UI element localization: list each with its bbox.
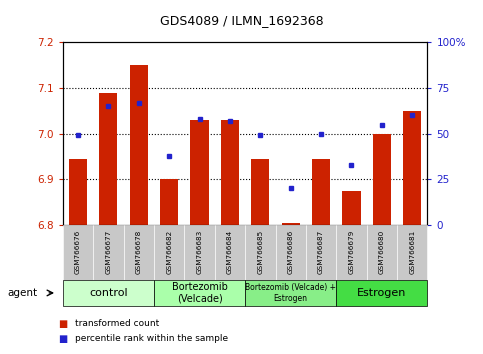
Text: Bortezomib
(Velcade): Bortezomib (Velcade) — [171, 282, 227, 304]
Text: GDS4089 / ILMN_1692368: GDS4089 / ILMN_1692368 — [160, 14, 323, 27]
Text: GSM766681: GSM766681 — [409, 230, 415, 274]
Text: Bortezomib (Velcade) +
Estrogen: Bortezomib (Velcade) + Estrogen — [245, 283, 336, 303]
Text: GSM766683: GSM766683 — [197, 230, 202, 274]
Text: GSM766684: GSM766684 — [227, 230, 233, 274]
Bar — [190, 120, 209, 225]
Text: GSM766686: GSM766686 — [288, 230, 294, 274]
Text: transformed count: transformed count — [75, 319, 159, 329]
Text: GSM766676: GSM766676 — [75, 230, 81, 274]
Text: GSM766679: GSM766679 — [348, 230, 355, 274]
Text: ■: ■ — [58, 319, 67, 329]
Text: agent: agent — [7, 288, 37, 298]
Bar — [221, 120, 239, 225]
Bar — [282, 223, 300, 225]
Text: ■: ■ — [58, 334, 67, 344]
Bar — [160, 179, 178, 225]
Bar — [312, 159, 330, 225]
Text: GSM766682: GSM766682 — [166, 230, 172, 274]
Bar — [99, 93, 117, 225]
Text: GSM766687: GSM766687 — [318, 230, 324, 274]
Bar — [403, 111, 421, 225]
Text: GSM766685: GSM766685 — [257, 230, 263, 274]
Text: GSM766680: GSM766680 — [379, 230, 385, 274]
Bar — [373, 133, 391, 225]
Text: GSM766678: GSM766678 — [136, 230, 142, 274]
Bar — [69, 159, 87, 225]
Bar — [129, 65, 148, 225]
Text: GSM766677: GSM766677 — [105, 230, 112, 274]
Text: Estrogen: Estrogen — [357, 288, 407, 298]
Text: control: control — [89, 288, 128, 298]
Bar — [342, 190, 361, 225]
Text: percentile rank within the sample: percentile rank within the sample — [75, 334, 228, 343]
Bar — [251, 159, 270, 225]
